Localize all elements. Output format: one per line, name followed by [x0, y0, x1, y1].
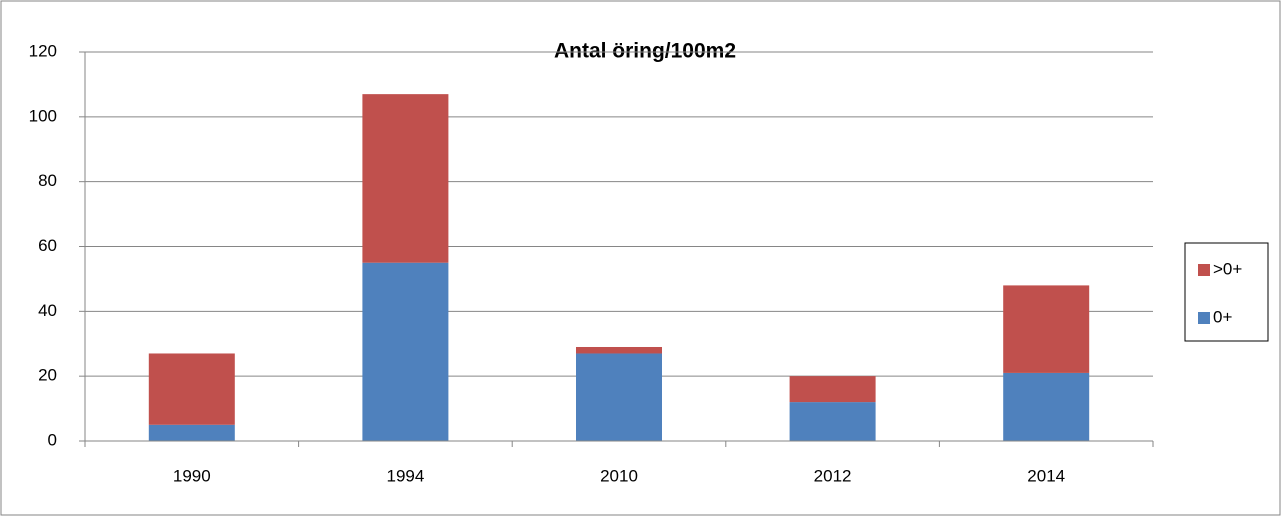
y-tick-label: 40 [38, 301, 57, 320]
y-tick-label: 20 [38, 366, 57, 385]
x-tick-label: 2014 [1027, 466, 1065, 485]
legend-swatch [1198, 312, 1210, 324]
x-tick-label: 2012 [814, 466, 852, 485]
x-tick-label: 1994 [386, 466, 424, 485]
legend-box [1184, 242, 1269, 342]
bar-segment [1003, 372, 1090, 441]
bar-segment [1003, 285, 1090, 373]
legend-label: >0+ [1213, 259, 1242, 278]
y-tick-label: 100 [29, 106, 57, 125]
x-tick-label: 2010 [600, 466, 638, 485]
bar-segment [789, 402, 876, 441]
legend-swatch [1198, 264, 1210, 276]
y-tick-label: 60 [38, 236, 57, 255]
x-tick-label: 1990 [173, 466, 211, 485]
y-tick-label: 80 [38, 171, 57, 190]
y-tick-label: 120 [29, 41, 57, 60]
y-tick-label: 0 [48, 430, 57, 449]
bar-segment [148, 353, 235, 425]
bar-segment [362, 262, 449, 441]
bar-segment [148, 424, 235, 441]
legend-label: 0+ [1213, 307, 1232, 326]
bar-segment [789, 376, 876, 403]
bar-segment [362, 94, 449, 263]
chart-title: Antal öring/100m2 [554, 40, 736, 63]
bar-segment [576, 353, 662, 441]
bar-segment [576, 346, 662, 354]
